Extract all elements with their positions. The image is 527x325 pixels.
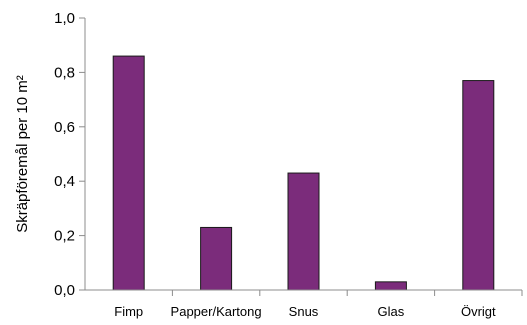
x-category-label: Fimp [114,304,143,319]
y-axis-title: Skräpföremål per 10 m² [14,75,31,233]
y-tick-label: 0,8 [54,64,75,81]
x-axis-labels: Fimp Papper/Kartong Snus Glas Övrigt [114,290,523,319]
y-axis-ticks: 0,0 0,2 0,4 0,6 0,8 1,0 [54,10,85,299]
bar-papper-kartong [200,226,233,291]
x-category-label: Övrigt [461,304,496,319]
bar-fimp [112,55,145,291]
y-tick-label: 0,0 [54,282,75,299]
bar--vrigt [462,80,495,291]
y-tick-label: 0,2 [54,228,75,245]
x-category-label: Snus [289,304,319,319]
x-category-label: Glas [378,304,405,319]
y-tick-label: 1,0 [54,10,75,27]
y-tick-label: 0,6 [54,119,75,136]
x-category-label: Papper/Kartong [171,304,262,319]
bar-snus [287,172,320,291]
y-tick-label: 0,4 [54,173,75,190]
bar-glas [374,281,407,291]
bars [112,55,495,291]
